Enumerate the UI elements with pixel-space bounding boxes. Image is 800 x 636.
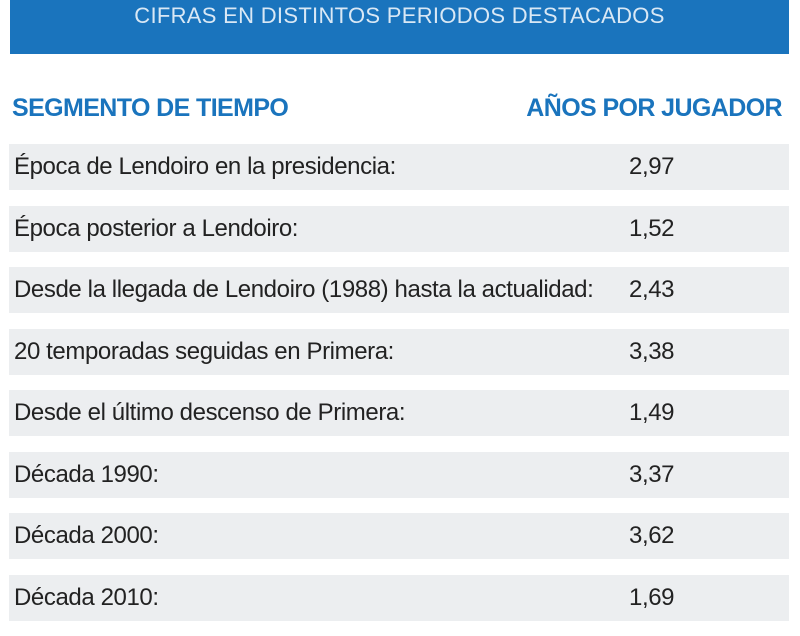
table-row: Época de Lendoiro en la presidencia: 2,9… xyxy=(9,144,789,190)
column-header-years: AÑOS POR JUGADOR xyxy=(526,93,782,122)
table-row: Década 1990: 3,37 xyxy=(9,451,789,498)
table-row: Desde la llegada de Lendoiro (1988) hast… xyxy=(9,267,789,313)
row-label: Desde el último descenso de Primera: xyxy=(14,399,406,426)
row-value: 2,43 xyxy=(629,276,675,303)
row-label: 20 temporadas seguidas en Primera: xyxy=(14,337,394,365)
row-value: 3,62 xyxy=(629,522,675,549)
table-row: Década 2000: 3,62 xyxy=(9,513,789,559)
column-header-row: SEGMENTO DE TIEMPO AÑOS POR JUGADOR xyxy=(12,88,783,128)
table-row: Desde el último descenso de Primera: 1,4… xyxy=(9,390,789,436)
row-value: 3,37 xyxy=(629,460,675,488)
row-label: Década 2010: xyxy=(14,583,159,611)
row-label: Década 1990: xyxy=(14,460,159,488)
row-value: 2,97 xyxy=(629,153,675,180)
row-value: 1,69 xyxy=(629,583,675,611)
row-value: 1,52 xyxy=(629,214,675,242)
row-label: Época posterior a Lendoiro: xyxy=(14,214,299,242)
table-title-banner: CIFRAS EN DISTINTOS PERIODOS DESTACADOS xyxy=(10,0,789,54)
row-label: Desde la llegada de Lendoiro (1988) hast… xyxy=(14,276,594,303)
row-value: 1,49 xyxy=(629,399,675,426)
table-row: Época posterior a Lendoiro: 1,52 xyxy=(9,205,789,252)
column-header-segment: SEGMENTO DE TIEMPO xyxy=(12,93,289,122)
table-row: Década 2010: 1,69 xyxy=(9,574,789,621)
table-title: CIFRAS EN DISTINTOS PERIODOS DESTACADOS xyxy=(134,3,665,28)
table-body: Época de Lendoiro en la presidencia: 2,9… xyxy=(9,144,789,636)
row-label: Década 2000: xyxy=(14,522,159,549)
table-row: 20 temporadas seguidas en Primera: 3,38 xyxy=(9,328,789,375)
row-label: Época de Lendoiro en la presidencia: xyxy=(14,153,396,180)
row-value: 3,38 xyxy=(629,337,675,365)
